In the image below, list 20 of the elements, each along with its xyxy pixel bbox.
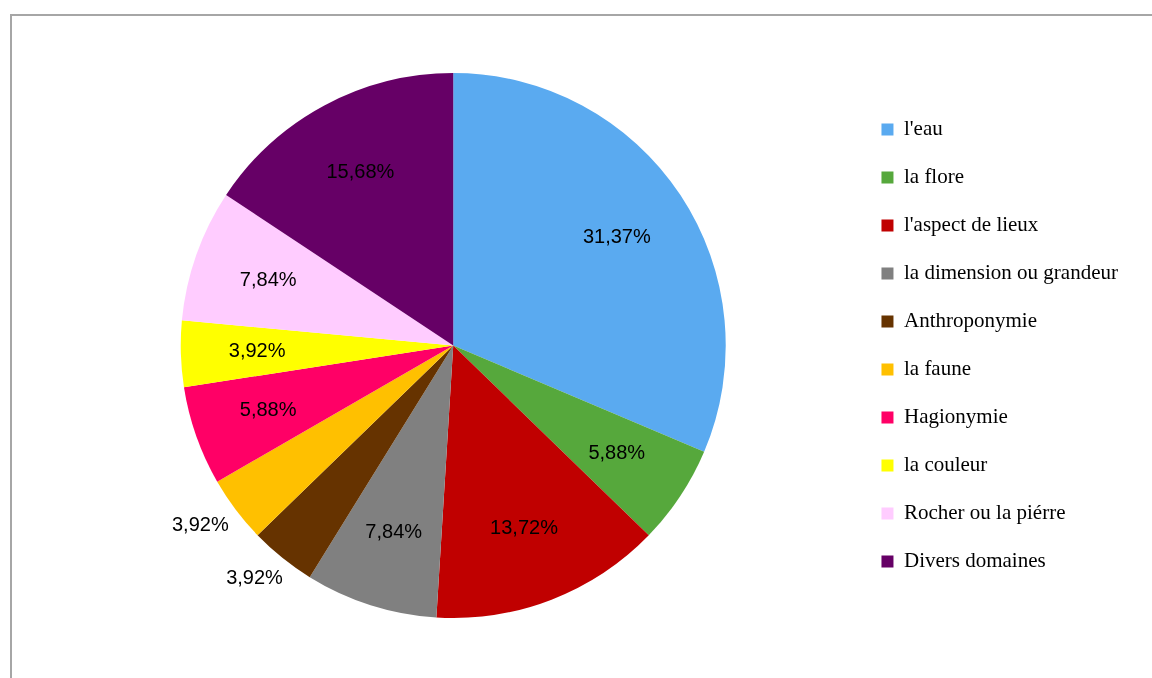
data-label: 15,68%: [326, 160, 395, 183]
data-label: 3,92%: [226, 565, 284, 588]
legend-label: la flore: [903, 164, 965, 189]
data-label: 5,88%: [239, 398, 297, 421]
legend-label: la dimension ou grandeur: [903, 260, 1119, 285]
legend-label: l'aspect de lieux: [903, 212, 1039, 237]
legend-label: Hagionymie: [903, 404, 1008, 429]
legend-label: l'eau: [903, 116, 944, 141]
data-label: 13,72%: [490, 515, 559, 538]
data-label: 7,84%: [365, 519, 423, 542]
legend-label: la faune: [903, 356, 972, 381]
legend-label: Rocher ou la piérre: [903, 500, 1066, 525]
data-label: 31,37%: [582, 224, 651, 247]
legend-label: Anthroponymie: [903, 308, 1037, 333]
data-label: 3,92%: [171, 512, 229, 535]
data-label: 3,92%: [228, 339, 286, 362]
data-label: 7,84%: [239, 267, 297, 290]
data-label: 5,88%: [588, 441, 646, 464]
legend-label: Divers domaines: [903, 548, 1046, 573]
legend-label: la couleur: [903, 452, 988, 477]
